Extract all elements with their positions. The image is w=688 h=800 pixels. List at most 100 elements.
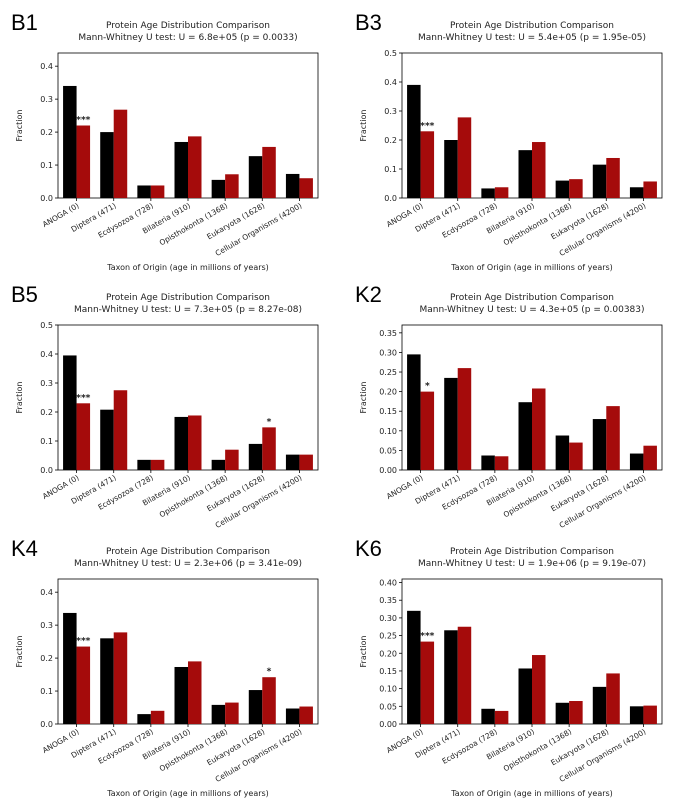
y-axis-label: Fraction — [15, 382, 24, 414]
chart-subtitle: Mann-Whitney U test: U = 1.9e+06 (p = 9.… — [418, 559, 646, 569]
bar-black — [174, 416, 188, 470]
bar-red — [225, 449, 239, 470]
bar-red — [569, 179, 583, 198]
chart-panel-b1: B1 Protein Age Distribution Comparison Ma… — [0, 8, 344, 274]
chart-subtitle: Mann-Whitney U test: U = 2.3e+06 (p = 3.… — [74, 559, 302, 569]
bar-black — [629, 187, 644, 198]
y-tick-label: 0.4 — [40, 62, 53, 71]
y-tick-label: 0.3 — [40, 95, 53, 104]
panel-label: B1 — [11, 10, 38, 35]
y-tick-label: 0.0 — [40, 194, 53, 203]
bar-red — [299, 178, 313, 198]
bar-red — [113, 109, 128, 198]
y-tick-label: 0.35 — [379, 596, 397, 605]
bar-black — [211, 179, 226, 198]
bar-black — [518, 402, 532, 470]
y-tick-label: 0.20 — [379, 649, 397, 658]
chart-b3: Protein Age Distribution Comparison Mann-… — [359, 21, 663, 272]
y-tick-label: 0.1 — [40, 437, 53, 446]
bar-black — [248, 156, 263, 198]
bar-red — [299, 454, 313, 470]
bar-black — [285, 708, 300, 724]
bar-black — [481, 708, 495, 724]
y-tick-label: 0.10 — [379, 427, 397, 436]
bar-black — [63, 85, 77, 198]
bar-red — [457, 117, 472, 198]
chart-title: Protein Age Distribution Comparison — [450, 547, 614, 557]
bar-black — [481, 188, 495, 198]
bar-red — [76, 125, 91, 198]
bar-black — [407, 610, 421, 724]
significance-marker: * — [267, 417, 272, 427]
y-tick-label: 0.00 — [379, 466, 397, 475]
bar-red — [606, 406, 620, 470]
bar-red — [457, 626, 472, 724]
y-axis-label: Fraction — [359, 110, 368, 142]
bar-red — [262, 146, 276, 198]
bar-red — [606, 673, 620, 724]
chart-panel-k6: K6 Protein Age Distribution Comparison Ma… — [344, 534, 688, 800]
bar-black — [248, 690, 263, 724]
bar-red — [532, 655, 546, 724]
bar-red — [76, 646, 91, 724]
y-tick-label: 0.3 — [40, 379, 53, 388]
bar-red — [420, 391, 435, 470]
y-tick-label: 0.30 — [379, 614, 397, 623]
bar-red — [150, 459, 165, 470]
x-tick-label: Opisthokonta (1368) — [502, 473, 573, 519]
bar-black — [407, 354, 421, 470]
y-tick-label: 0.00 — [379, 720, 397, 729]
bar-black — [137, 714, 151, 724]
bar-red — [262, 427, 276, 470]
x-axis-label: Taxon of Origin (age in millions of year… — [106, 789, 269, 798]
y-tick-label: 0.5 — [384, 49, 397, 58]
y-axis-label: Fraction — [15, 636, 24, 668]
y-tick-label: 0.25 — [379, 632, 397, 641]
bar-black — [555, 180, 570, 198]
y-tick-label: 0.10 — [379, 685, 397, 694]
bar-red — [420, 131, 435, 198]
y-tick-label: 0.3 — [384, 107, 397, 116]
y-axis-label: Fraction — [359, 382, 368, 414]
bar-red — [532, 142, 546, 198]
panel-label: K4 — [11, 536, 38, 561]
x-tick-label: Opisthokonta (1368) — [158, 201, 229, 247]
y-tick-label: 0.15 — [379, 667, 397, 676]
chart-subtitle: Mann-Whitney U test: U = 7.3e+05 (p = 8.… — [74, 305, 302, 315]
panel-label: K2 — [355, 282, 382, 307]
y-tick-label: 0.05 — [379, 702, 397, 711]
bar-red — [420, 641, 435, 724]
y-tick-label: 0.0 — [40, 720, 53, 729]
panel-label: B3 — [355, 10, 382, 35]
y-tick-label: 0.20 — [379, 388, 397, 397]
bar-black — [63, 612, 77, 724]
y-tick-label: 0.4 — [40, 350, 53, 359]
bar-black — [211, 704, 226, 724]
y-tick-label: 0.2 — [40, 408, 53, 417]
bar-black — [407, 84, 421, 198]
bar-black — [63, 355, 77, 470]
bar-red — [457, 368, 472, 470]
x-tick-label: Opisthokonta (1368) — [158, 727, 229, 773]
bar-black — [518, 668, 532, 724]
bar-black — [629, 706, 644, 724]
significance-marker: *** — [76, 116, 90, 126]
bar-red — [494, 710, 509, 724]
y-tick-label: 0.15 — [379, 407, 397, 416]
bar-black — [137, 459, 151, 470]
significance-marker: *** — [76, 393, 90, 403]
chart-title: Protein Age Distribution Comparison — [106, 293, 270, 303]
bar-red — [494, 187, 509, 198]
bar-black — [100, 638, 114, 724]
chart-subtitle: Mann-Whitney U test: U = 6.8e+05 (p = 0.… — [78, 33, 297, 43]
bar-black — [444, 140, 458, 198]
x-tick-label: Opisthokonta (1368) — [502, 201, 573, 247]
chart-title: Protein Age Distribution Comparison — [106, 21, 270, 31]
bar-black — [285, 454, 300, 470]
bar-black — [444, 377, 458, 470]
chart-panel-k2: K2 Protein Age Distribution Comparison Ma… — [344, 280, 688, 546]
y-tick-label: 0.25 — [379, 368, 397, 377]
y-tick-label: 0.1 — [40, 687, 53, 696]
bar-black — [592, 419, 607, 470]
y-tick-label: 0.35 — [379, 329, 397, 338]
